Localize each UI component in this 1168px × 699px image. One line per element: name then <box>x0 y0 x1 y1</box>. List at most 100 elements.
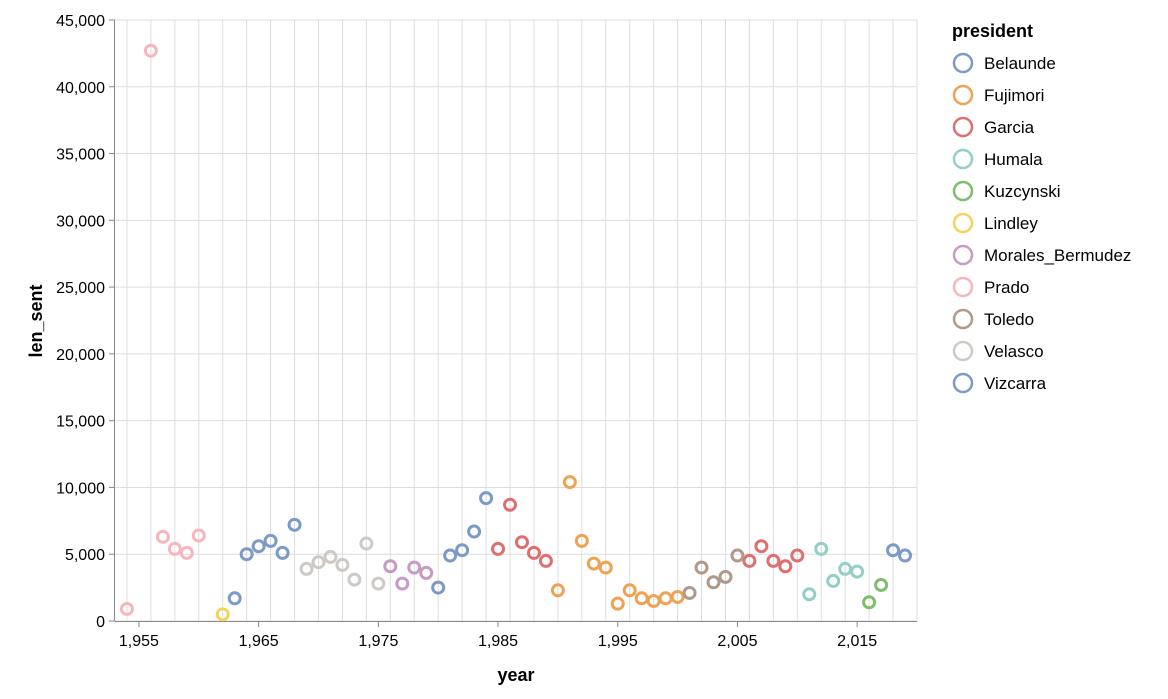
legend-label: Vizcarra <box>984 374 1047 393</box>
legend-symbol-toledo <box>952 308 974 330</box>
y-tick-label: 5,000 <box>65 547 105 564</box>
x-tick-label: 2,005 <box>717 633 757 650</box>
legend-symbol-belaunde <box>952 52 974 74</box>
legend-symbol-lindley <box>952 212 974 234</box>
legend: president Belaunde Fujimori Garcia Humala Kuz… <box>952 21 1131 394</box>
legend-label: Humala <box>984 150 1043 169</box>
data-point-belaunde <box>479 491 494 506</box>
x-tick-label: 1,975 <box>358 633 398 650</box>
legend-symbol-morales_bermudez <box>952 244 974 266</box>
data-point-morales_bermudez <box>383 559 398 574</box>
data-point-garcia <box>514 535 529 550</box>
legend-symbol-fujimori <box>952 84 974 106</box>
data-point-humala <box>802 587 817 602</box>
data-point-garcia <box>778 559 793 574</box>
data-point-velasco <box>311 555 326 570</box>
legend-label: Morales_Bermudez <box>984 246 1131 265</box>
data-point-prado <box>179 545 194 560</box>
legend-label: Lindley <box>984 214 1038 233</box>
data-point-velasco <box>359 536 374 551</box>
legend-symbol-prado <box>952 276 974 298</box>
legend-symbol-vizcarra <box>952 372 974 394</box>
data-point-velasco <box>323 549 338 564</box>
data-point-vizcarra <box>898 548 913 563</box>
data-point-prado <box>167 541 182 556</box>
data-point-garcia <box>526 545 541 560</box>
data-point-morales_bermudez <box>407 560 422 575</box>
data-point-toledo <box>706 575 721 590</box>
data-point-fujimori <box>622 583 637 598</box>
data-points <box>119 43 913 622</box>
data-point-toledo <box>718 569 733 584</box>
legend-label: Velasco <box>984 342 1044 361</box>
data-point-morales_bermudez <box>419 565 434 580</box>
y-tick-label: 25,000 <box>56 280 105 297</box>
legend-symbol-kuzcynski <box>952 180 974 202</box>
legend-label: Kuzcynski <box>984 182 1061 201</box>
data-point-fujimori <box>586 556 601 571</box>
data-point-belaunde <box>275 545 290 560</box>
data-point-fujimori <box>562 475 577 490</box>
legend-symbol-velasco <box>952 340 974 362</box>
data-point-vizcarra <box>886 543 901 558</box>
data-point-fujimori <box>598 560 613 575</box>
data-point-fujimori <box>574 533 589 548</box>
data-point-velasco <box>335 557 350 572</box>
y-tick-label: 30,000 <box>56 213 105 230</box>
legend-label: Fujimori <box>984 86 1044 105</box>
data-point-prado <box>119 601 134 616</box>
data-point-toledo <box>694 560 709 575</box>
data-point-prado <box>143 43 158 58</box>
y-axis-title: len_sent <box>26 284 46 357</box>
y-tick-label: 15,000 <box>56 414 105 431</box>
data-point-belaunde <box>431 580 446 595</box>
data-point-belaunde <box>227 591 242 606</box>
x-tick-label: 2,015 <box>837 633 877 650</box>
data-point-belaunde <box>443 548 458 563</box>
data-point-kuzcynski <box>862 595 877 610</box>
axes: 1,955 1,965 1,975 1,985 1,995 2,005 2,015 0 5,00… <box>56 13 917 650</box>
data-point-belaunde <box>287 517 302 532</box>
y-tick-label: 40,000 <box>56 80 105 97</box>
legend-label: Garcia <box>984 118 1035 137</box>
data-point-garcia <box>790 548 805 563</box>
legend-label: Belaunde <box>984 54 1056 73</box>
data-point-toledo <box>730 548 745 563</box>
data-point-toledo <box>682 585 697 600</box>
legend-label: Prado <box>984 278 1029 297</box>
legend-symbol-humala <box>952 148 974 170</box>
data-point-belaunde <box>239 547 254 562</box>
data-point-garcia <box>503 497 518 512</box>
data-point-humala <box>826 573 841 588</box>
data-point-fujimori <box>550 583 565 598</box>
y-tick-label: 35,000 <box>56 147 105 164</box>
legend-title: president <box>952 21 1033 41</box>
legend-symbol-garcia <box>952 116 974 138</box>
data-point-velasco <box>347 572 362 587</box>
x-tick-label: 1,955 <box>119 633 159 650</box>
data-point-morales_bermudez <box>395 576 410 591</box>
x-tick-label: 1,995 <box>598 633 638 650</box>
data-point-fujimori <box>658 591 673 606</box>
data-point-fujimori <box>670 589 685 604</box>
data-point-fujimori <box>610 596 625 611</box>
data-point-fujimori <box>634 591 649 606</box>
x-tick-label: 1,965 <box>239 633 279 650</box>
y-tick-label: 10,000 <box>56 480 105 497</box>
y-tick-label: 20,000 <box>56 347 105 364</box>
data-point-garcia <box>538 553 553 568</box>
data-point-garcia <box>766 553 781 568</box>
data-point-garcia <box>742 553 757 568</box>
data-point-belaunde <box>263 533 278 548</box>
data-point-velasco <box>371 576 386 591</box>
x-tick-label: 1,985 <box>478 633 518 650</box>
legend-label: Toledo <box>984 310 1034 329</box>
data-point-velasco <box>299 561 314 576</box>
data-point-kuzcynski <box>874 577 889 592</box>
data-point-humala <box>850 564 865 579</box>
grid-lines <box>115 19 918 622</box>
data-point-prado <box>155 529 170 544</box>
x-axis-title: year <box>497 665 534 685</box>
data-point-garcia <box>754 539 769 554</box>
